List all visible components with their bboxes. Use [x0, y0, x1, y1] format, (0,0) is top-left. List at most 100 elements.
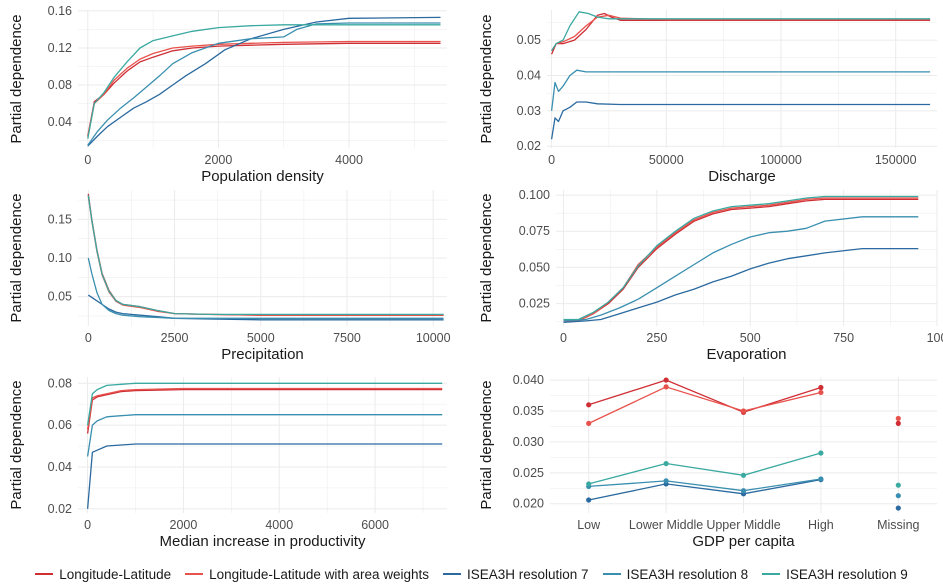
data-point	[663, 478, 669, 484]
y-axis-title: Partial dependence	[478, 14, 495, 143]
series-line	[588, 452, 822, 485]
chart-panel: 0.04 0.08 0.12 0.16 0 2000 4000 Population dens…	[8, 4, 447, 185]
data-point	[663, 460, 669, 467]
y-tick-label: 0.04	[517, 68, 541, 82]
x-tick-label: Upper Middle	[706, 518, 780, 532]
y-tick-label: 0.025	[513, 466, 544, 480]
series-line	[563, 247, 919, 324]
y-tick-label: 0.040	[513, 373, 544, 387]
y-tick-label: 0.08	[48, 376, 72, 390]
series-line	[86, 388, 443, 434]
series-line	[550, 69, 931, 111]
y-tick-label: 0.075	[519, 224, 550, 238]
series-line	[86, 443, 443, 509]
data-point	[895, 505, 901, 511]
x-tick-label: 50000	[649, 153, 684, 167]
y-tick-label: 0.02	[48, 502, 72, 516]
x-tick-label: 150000	[875, 153, 917, 167]
data-point	[663, 377, 669, 383]
x-tick-label: 6000	[361, 518, 389, 532]
series-line	[86, 387, 443, 430]
x-tick-label: 0	[548, 153, 555, 167]
series-line	[563, 216, 919, 322]
data-point	[895, 493, 901, 499]
y-tick-label: 0.16	[48, 4, 72, 18]
x-axis-title: GDP per capita	[692, 533, 795, 550]
x-axis-title: Median increase in productivity	[160, 533, 366, 550]
legend-key-longitude-latitude	[35, 573, 54, 575]
legend-label: ISEA3H resolution 9	[786, 566, 908, 582]
x-tick-label: 0	[85, 331, 92, 345]
y-tick-label: 0.04	[48, 460, 72, 474]
x-tick-label: 500	[740, 331, 761, 345]
data-point	[895, 415, 901, 422]
legend-label: Longitude-Latitude with area weights	[209, 566, 429, 582]
x-tick-label: 100000	[760, 153, 802, 167]
x-axis-title: Precipitation	[221, 346, 304, 363]
gridlines	[556, 190, 938, 326]
y-tick-label: 0.050	[519, 260, 550, 274]
y-tick-label: 0.05	[517, 33, 541, 47]
x-tick-label: 4000	[335, 153, 363, 167]
series-line	[87, 24, 441, 139]
series-line	[87, 257, 444, 319]
y-tick-label: 0.04	[48, 115, 72, 129]
y-tick-label: 0.10	[48, 251, 72, 265]
data-point	[663, 384, 669, 390]
series-line	[87, 294, 444, 321]
x-tick-label: 5000	[247, 331, 275, 345]
legend-key-isea3h-res-9	[762, 573, 781, 575]
legend-key-longitude-latitude-area-weights	[185, 573, 204, 575]
x-axis-title: Evaporation	[706, 346, 786, 363]
y-tick-label: 0.020	[513, 497, 544, 511]
data-point	[586, 420, 592, 426]
x-tick-label: 100	[927, 331, 943, 345]
data-point	[895, 482, 901, 488]
x-tick-label: High	[808, 518, 834, 532]
x-tick-label: 10000	[416, 331, 451, 345]
x-tick-label: 4000	[265, 518, 293, 532]
legend-item: Longitude-Latitude with area weights	[185, 567, 429, 582]
series-line	[588, 478, 822, 501]
series-line	[563, 195, 919, 321]
series-line	[86, 382, 443, 426]
x-tick-label: Low	[577, 518, 601, 532]
x-tick-label: Missing	[877, 518, 919, 532]
legend-key-isea3h-res-7	[443, 573, 461, 575]
x-axis-title: Discharge	[708, 168, 776, 185]
series-line	[87, 22, 441, 146]
gridlines	[78, 377, 447, 513]
x-tick-label: 2000	[170, 518, 198, 532]
series-line	[551, 11, 931, 52]
legend: Longitude-Latitude Longitude-Latitude wi…	[0, 562, 943, 586]
y-tick-label: 0.08	[48, 78, 72, 92]
series-line	[551, 12, 931, 55]
y-tick-label: 0.05	[48, 290, 72, 304]
series-line	[588, 379, 822, 413]
x-tick-label: Lower Middle	[629, 518, 703, 532]
data-point	[818, 476, 824, 482]
data-point	[740, 408, 747, 414]
y-axis-title: Partial dependence	[478, 380, 495, 509]
y-tick-label: 0.02	[517, 139, 541, 153]
series-line	[588, 386, 822, 424]
x-tick-label: 2500	[161, 331, 189, 345]
data-point	[740, 472, 747, 478]
series-line	[550, 101, 931, 140]
x-tick-label: 0	[560, 331, 567, 345]
legend-item: Longitude-Latitude	[35, 567, 171, 582]
chart-panel: 0.02 0.03 0.04 0.05 0 50000 100000 150000 Discha…	[478, 10, 937, 185]
gridlines	[547, 10, 937, 148]
legend-label: ISEA3H resolution 8	[626, 566, 749, 582]
legend-key-isea3h-res-8	[602, 573, 621, 575]
x-tick-label: 2000	[205, 153, 233, 167]
legend-item: ISEA3H resolution 9	[762, 567, 908, 582]
series-line	[588, 478, 821, 492]
data-point	[818, 384, 824, 391]
series-line	[87, 40, 441, 138]
data-point	[586, 497, 592, 503]
x-tick-label: 750	[833, 331, 854, 345]
x-axis-title: Population density	[201, 168, 324, 185]
